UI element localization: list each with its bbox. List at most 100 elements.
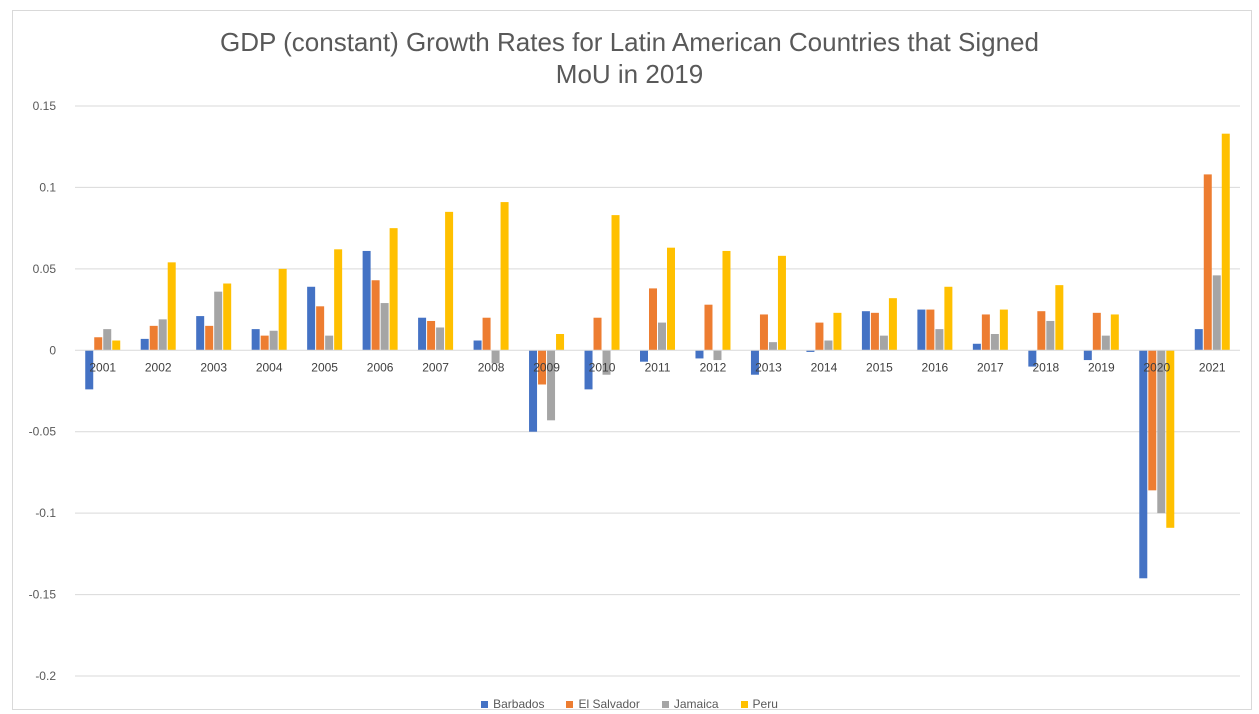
x-tick-label: 2001 [89, 360, 116, 374]
x-tick-label: 2007 [422, 360, 449, 374]
bar-peru-2013 [777, 255, 786, 351]
bar-peru-2012 [722, 250, 731, 351]
bar-jamaica-2006 [380, 303, 389, 351]
legend-swatch [566, 700, 574, 708]
bar-barbados-2013 [750, 350, 759, 375]
bar-el-salvador-2010 [593, 317, 602, 351]
bar-peru-2002 [167, 262, 176, 351]
bar-jamaica-2020 [1157, 350, 1166, 514]
bar-barbados-2015 [861, 311, 870, 351]
bar-peru-2003 [223, 283, 232, 351]
bar-el-salvador-2016 [926, 309, 935, 351]
y-tick-label: 0.05 [33, 262, 57, 276]
y-tick-label: 0.15 [33, 99, 57, 113]
x-tick-label: 2021 [1199, 360, 1226, 374]
chart-title-line1: GDP (constant) Growth Rates for Latin Am… [220, 27, 1039, 57]
x-tick-label: 2017 [977, 360, 1004, 374]
y-tick-label: 0 [49, 343, 56, 357]
legend-swatch [661, 700, 669, 708]
chart-title: GDP (constant) Growth Rates for Latin Am… [0, 26, 1259, 90]
bar-peru-2014 [833, 312, 842, 351]
x-tick-label: 2016 [922, 360, 949, 374]
bar-jamaica-2008 [491, 350, 500, 364]
legend-item: Barbados [481, 697, 544, 711]
legend-label: Barbados [493, 697, 545, 711]
bar-el-salvador-2007 [427, 320, 436, 351]
legend-item: Jamaica [661, 697, 719, 711]
bar-el-salvador-2021 [1203, 174, 1212, 351]
bar-jamaica-2004 [269, 330, 278, 351]
bar-barbados-2001 [85, 350, 94, 390]
x-tick-label: 2005 [311, 360, 338, 374]
bar-barbados-2011 [640, 350, 648, 362]
bar-jamaica-2003 [214, 291, 223, 351]
x-tick-label: 2004 [256, 360, 283, 374]
bar-barbados-2017 [972, 343, 981, 351]
x-tick-label: 2002 [145, 360, 172, 374]
bar-jamaica-2010 [602, 350, 611, 375]
bar-barbados-2003 [196, 316, 205, 351]
x-tick-label: 2018 [1032, 360, 1059, 374]
bar-barbados-2018 [1028, 350, 1037, 367]
bar-barbados-2002 [140, 338, 149, 351]
bar-jamaica-2012 [713, 350, 722, 361]
bar-peru-2006 [389, 228, 398, 351]
x-tick-label: 2014 [811, 360, 838, 374]
bar-barbados-2010 [584, 350, 593, 390]
x-tick-label: 2003 [200, 360, 227, 374]
x-tick-label: 2009 [533, 360, 560, 374]
bar-jamaica-2021 [1212, 275, 1221, 351]
bar-jamaica-2016 [935, 329, 944, 351]
bar-el-salvador-2012 [704, 304, 713, 351]
bar-peru-2015 [888, 298, 897, 351]
bar-barbados-2008 [473, 340, 482, 351]
bar-jamaica-2013 [768, 342, 777, 351]
y-tick-label: -0.2 [35, 669, 56, 683]
bar-el-salvador-2003 [205, 325, 214, 351]
bar-peru-2010 [611, 215, 620, 351]
bar-peru-2001 [112, 340, 121, 351]
bar-peru-2018 [1055, 285, 1064, 351]
x-tick-label: 2011 [645, 360, 671, 374]
bar-peru-2004 [278, 268, 287, 351]
bar-barbados-2016 [917, 309, 926, 351]
bar-barbados-2021 [1194, 329, 1203, 351]
bar-el-salvador-2011 [649, 288, 657, 351]
bar-barbados-2014 [806, 350, 815, 352]
x-tick-label: 2006 [367, 360, 394, 374]
bar-el-salvador-2008 [482, 317, 491, 351]
legend-swatch [481, 700, 489, 708]
bar-jamaica-2009 [547, 350, 556, 421]
bar-el-salvador-2017 [981, 314, 990, 351]
bar-barbados-2019 [1083, 350, 1092, 361]
bar-el-salvador-2020 [1148, 350, 1157, 491]
x-tick-label: 2012 [700, 360, 727, 374]
bar-jamaica-2017 [990, 334, 999, 351]
bar-barbados-2006 [362, 250, 371, 351]
bar-peru-2017 [999, 309, 1008, 351]
y-tick-label: 0.1 [39, 180, 56, 194]
y-tick-label: -0.15 [29, 588, 57, 602]
bar-peru-2008 [500, 202, 509, 351]
chart-title-line2: MoU in 2019 [555, 59, 704, 89]
bar-jamaica-2019 [1101, 335, 1110, 351]
bar-barbados-2005 [307, 286, 316, 351]
bar-jamaica-2011 [658, 322, 666, 351]
bar-el-salvador-2013 [759, 314, 768, 351]
x-tick-label: 2015 [866, 360, 893, 374]
bar-peru-2016 [944, 286, 953, 351]
bar-barbados-2007 [418, 317, 427, 351]
y-tick-label: -0.05 [29, 425, 57, 439]
bar-el-salvador-2001 [94, 337, 103, 351]
bar-jamaica-2005 [325, 335, 334, 351]
bar-el-salvador-2018 [1037, 311, 1046, 351]
bar-el-salvador-2006 [371, 280, 380, 351]
bar-barbados-2012 [695, 350, 704, 359]
x-tick-label: 2010 [589, 360, 616, 374]
bar-el-salvador-2005 [316, 306, 325, 351]
y-tick-label: -0.1 [35, 506, 56, 520]
chart-legend: Barbados El Salvador Jamaica Peru [0, 697, 1259, 711]
legend-label: Jamaica [673, 697, 719, 711]
